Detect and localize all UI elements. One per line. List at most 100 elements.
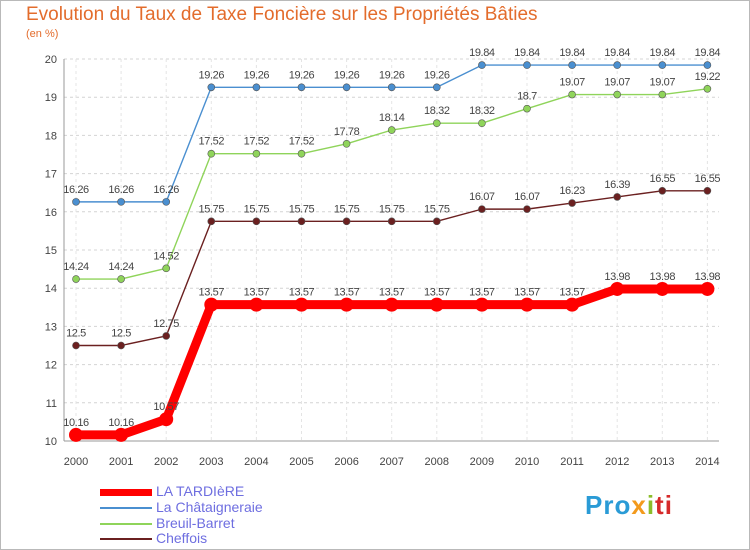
data-label-cheffois-2012: 16.39 <box>604 179 630 191</box>
data-label-cheffois-2013: 16.55 <box>650 173 676 185</box>
point-breuil-barret-2008 <box>432 119 441 127</box>
data-label-la-ch-taigneraie-2000: 16.26 <box>63 184 89 196</box>
point-breuil-barret-2003 <box>207 149 216 158</box>
legend-label-la-chataigneraie: La Châtaigneraie <box>156 499 263 515</box>
point-cheffois-2014 <box>703 186 712 195</box>
legend-item-la-chataigneraie: La Châtaigneraie <box>100 499 360 516</box>
point-la-tardi-re-2007 <box>384 297 399 312</box>
data-label-la-ch-taigneraie-2008: 19.26 <box>424 69 450 81</box>
point-cheffois-2007 <box>387 217 396 226</box>
data-label-la-ch-taigneraie-2003: 19.26 <box>199 69 225 81</box>
data-label-la-ch-taigneraie-2002: 16.26 <box>153 184 179 196</box>
point-breuil-barret-2006 <box>342 140 351 148</box>
data-label-la-tardi-re-2006: 13.57 <box>334 287 360 299</box>
point-cheffois-2005 <box>297 217 306 226</box>
data-label-cheffois-2014: 16.55 <box>695 173 721 185</box>
x-tick-label-2012: 2012 <box>605 456 629 468</box>
x-tick-label-2014: 2014 <box>695 456 719 468</box>
y-tick-label-14: 14 <box>45 283 57 295</box>
point-cheffois-2003 <box>207 217 216 226</box>
data-label-breuil-barret-2012: 19.07 <box>604 77 630 89</box>
y-tick-label-13: 13 <box>45 321 57 333</box>
data-label-breuil-barret-2004: 17.52 <box>244 136 270 148</box>
point-la-tardi-re-2013 <box>655 281 670 296</box>
point-la-tardi-re-2005 <box>294 297 309 312</box>
data-label-breuil-barret-2010: 18.7 <box>517 91 537 103</box>
point-cheffois-2010 <box>523 205 531 213</box>
data-label-la-ch-taigneraie-2004: 19.26 <box>244 69 270 81</box>
unit-label: (en %) <box>26 28 59 40</box>
data-label-cheffois-2001: 12.5 <box>111 328 131 340</box>
point-cheffois-2004 <box>252 217 261 226</box>
point-la-tardi-re-2010 <box>520 297 534 312</box>
y-tick-label-17: 17 <box>45 169 57 181</box>
point-la-tardi-re-2014 <box>700 281 715 296</box>
data-label-la-tardi-re-2013: 13.98 <box>650 271 676 283</box>
point-cheffois-2013 <box>658 186 667 195</box>
x-tick-label-2011: 2011 <box>560 456 584 468</box>
point-la-ch-taigneraie-2014 <box>703 61 712 69</box>
y-tick-label-11: 11 <box>46 398 57 410</box>
data-label-breuil-barret-2013: 19.07 <box>650 77 676 89</box>
data-label-cheffois-2002: 12.75 <box>153 318 179 330</box>
point-cheffois-2006 <box>342 217 351 226</box>
point-breuil-barret-2010 <box>523 104 531 113</box>
data-label-la-ch-taigneraie-2011: 19.84 <box>559 47 585 59</box>
data-label-breuil-barret-2001: 14.24 <box>108 261 134 273</box>
data-label-la-ch-taigneraie-2010: 19.84 <box>514 47 540 59</box>
data-label-cheffois-2008: 15.75 <box>424 203 450 215</box>
x-tick-label-2006: 2006 <box>334 456 358 468</box>
data-label-la-tardi-re-2009: 13.57 <box>469 287 495 299</box>
legend-swatch-la-tardiere <box>100 489 152 496</box>
x-tick-label-2005: 2005 <box>289 456 313 468</box>
data-label-breuil-barret-2002: 14.52 <box>153 250 179 262</box>
data-label-cheffois-2010: 16.07 <box>514 191 540 203</box>
point-cheffois-2001 <box>117 341 125 350</box>
point-la-ch-taigneraie-2003 <box>207 83 216 92</box>
point-la-ch-taigneraie-2002 <box>162 198 170 206</box>
x-tick-label-2001: 2001 <box>109 456 133 468</box>
y-tick-label-19: 19 <box>45 92 57 104</box>
data-label-cheffois-2009: 16.07 <box>469 191 495 203</box>
x-tick-label-2000: 2000 <box>64 456 88 468</box>
point-cheffois-2002 <box>162 332 170 340</box>
point-la-ch-taigneraie-2007 <box>387 83 396 92</box>
data-label-breuil-barret-2000: 14.24 <box>63 261 89 273</box>
data-label-breuil-barret-2006: 17.78 <box>334 126 360 138</box>
x-tick-label-2002: 2002 <box>154 456 178 468</box>
data-label-la-ch-taigneraie-2005: 19.26 <box>289 69 315 81</box>
data-label-cheffois-2003: 15.75 <box>199 203 225 215</box>
data-label-la-ch-taigneraie-2014: 19.84 <box>695 47 721 59</box>
data-label-la-tardi-re-2014: 13.98 <box>695 271 721 283</box>
point-breuil-barret-2005 <box>297 149 306 158</box>
point-cheffois-2000 <box>72 341 80 350</box>
data-label-cheffois-2004: 15.75 <box>244 203 270 215</box>
data-label-breuil-barret-2007: 18.14 <box>379 112 405 124</box>
data-label-breuil-barret-2008: 18.32 <box>424 105 450 117</box>
data-label-la-tardi-re-2004: 13.57 <box>244 287 270 299</box>
x-tick-label-2009: 2009 <box>470 456 494 468</box>
legend-label-breuil-barret: Breuil-Barret <box>156 515 235 531</box>
point-la-tardi-re-2011 <box>565 297 580 312</box>
legend-label-cheffois: Cheffois <box>156 530 208 546</box>
proxiti-logo: Proxiti <box>585 490 673 520</box>
data-label-cheffois-2006: 15.75 <box>334 203 360 215</box>
point-breuil-barret-2004 <box>252 149 261 158</box>
point-breuil-barret-2014 <box>703 84 712 93</box>
data-label-la-ch-taigneraie-2001: 16.26 <box>108 184 134 196</box>
data-label-cheffois-2005: 15.75 <box>289 203 315 215</box>
point-la-tardi-re-2004 <box>249 297 264 312</box>
data-label-breuil-barret-2009: 18.32 <box>469 105 495 117</box>
data-label-la-tardi-re-2010: 13.57 <box>514 287 540 299</box>
y-tick-label-15: 15 <box>45 245 57 257</box>
chart-title: Evolution du Taux de Taxe Foncière sur l… <box>26 4 538 25</box>
data-label-breuil-barret-2005: 17.52 <box>289 136 315 148</box>
data-label-cheffois-2000: 12.5 <box>66 328 86 340</box>
data-label-la-tardi-re-2003: 13.57 <box>199 287 225 299</box>
point-la-ch-taigneraie-2009 <box>478 61 486 69</box>
point-la-ch-taigneraie-2001 <box>117 198 125 206</box>
legend-swatch-cheffois <box>100 538 152 540</box>
point-la-ch-taigneraie-2008 <box>432 83 441 92</box>
data-label-la-ch-taigneraie-2013: 19.84 <box>650 47 676 59</box>
point-breuil-barret-2009 <box>478 119 486 127</box>
